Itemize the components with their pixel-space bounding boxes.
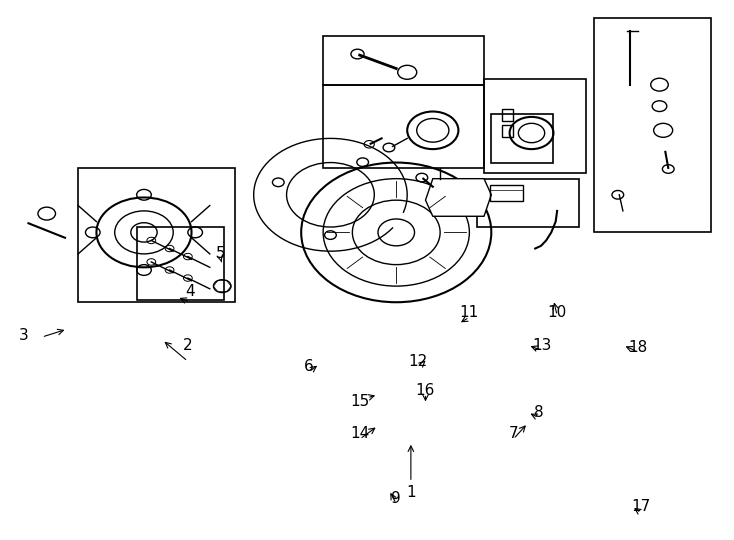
Polygon shape <box>426 179 491 217</box>
Text: 18: 18 <box>628 340 647 355</box>
Text: 17: 17 <box>631 499 651 514</box>
Bar <box>491 114 553 163</box>
Text: 1: 1 <box>406 485 415 501</box>
Bar <box>502 109 513 120</box>
Bar <box>594 17 711 232</box>
Text: 6: 6 <box>304 359 313 374</box>
Text: 16: 16 <box>415 383 435 399</box>
Text: 2: 2 <box>183 338 192 353</box>
Text: 11: 11 <box>459 306 479 320</box>
Bar <box>323 85 484 168</box>
Text: 8: 8 <box>534 405 544 420</box>
Text: 14: 14 <box>350 427 369 441</box>
Text: 13: 13 <box>533 338 552 353</box>
Bar <box>137 227 225 300</box>
Bar <box>502 125 513 137</box>
Text: 5: 5 <box>216 246 225 261</box>
Text: 7: 7 <box>509 427 518 441</box>
Bar <box>476 179 579 227</box>
Text: 15: 15 <box>350 394 369 409</box>
Text: 4: 4 <box>185 284 195 299</box>
Bar <box>490 185 523 201</box>
Bar <box>78 168 236 302</box>
Text: 12: 12 <box>409 354 428 369</box>
Bar <box>323 36 484 85</box>
Text: 9: 9 <box>391 491 401 506</box>
Text: 10: 10 <box>548 306 567 320</box>
Bar <box>484 79 586 173</box>
Text: 3: 3 <box>18 328 28 343</box>
